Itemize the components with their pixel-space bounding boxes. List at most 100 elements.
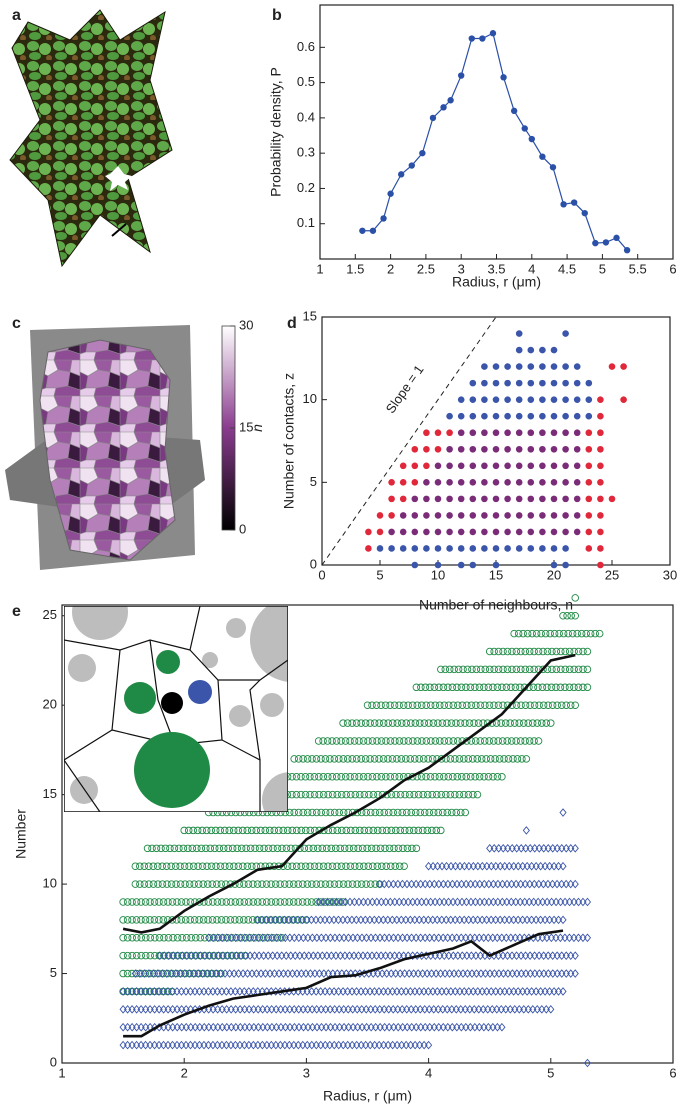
data-point [544,898,550,905]
data-point [165,1042,171,1049]
data-point [408,1006,414,1013]
data-point [387,898,393,905]
data-point [613,235,619,241]
data-point [572,970,578,977]
data-point [551,863,557,870]
data-point [494,934,500,941]
data-point [390,1042,396,1049]
data-point [556,988,562,995]
data-point [440,1024,446,1031]
data-point [214,988,220,995]
data-point [586,512,593,519]
data-point [458,496,465,503]
data-point [386,934,392,941]
data-point [425,916,431,923]
data-point [170,1006,176,1013]
data-point [494,1006,500,1013]
data-point [404,934,410,941]
data-point [183,1024,189,1031]
data-point [528,413,535,420]
data-point [237,1006,243,1013]
data-point [363,1042,369,1049]
data-point [466,863,472,870]
data-point [331,1042,337,1049]
x-tick-label: 0 [318,567,325,582]
data-point [278,1006,284,1013]
data-point [332,1006,338,1013]
data-point [318,1006,324,1013]
data-point [300,1024,306,1031]
data-point [156,1042,162,1049]
data-point [418,1024,424,1031]
data-point [356,898,362,905]
data-point [447,970,453,977]
data-point [520,863,526,870]
data-point [539,446,546,453]
data-point [503,934,509,941]
data-point [440,104,446,110]
data-point [197,1024,203,1031]
data-point [548,1006,554,1013]
data-point [304,1042,310,1049]
data-point [205,1042,211,1049]
data-point [233,1006,239,1013]
data-point [562,330,569,337]
data-point [376,1042,382,1049]
data-point [460,970,466,977]
data-point [367,988,373,995]
data-point [282,1006,288,1013]
data-point [574,413,581,420]
data-point [458,479,465,486]
data-point [493,429,500,436]
data-point [398,988,404,995]
data-point [255,1042,261,1049]
data-point [170,1024,176,1031]
data-point [350,1024,356,1031]
data-point [493,545,500,552]
data-point [431,1024,437,1031]
data-point [219,1042,225,1049]
data-point [528,363,535,370]
data-point [516,463,523,470]
data-point [574,380,581,387]
data-point [500,845,506,852]
data-point [403,988,409,995]
data-point [503,1006,509,1013]
data-point [215,1006,221,1013]
data-point [535,898,541,905]
data-point [435,496,442,503]
data-point [443,916,449,923]
data-point [318,934,324,941]
data-point [445,934,451,941]
data-point [404,1024,410,1031]
data-point [368,1006,374,1013]
data-point [554,845,560,852]
data-point [504,429,511,436]
data-point [562,898,568,905]
x-tick-label: 25 [605,567,619,582]
data-point [499,898,505,905]
data-point [314,1024,320,1031]
data-point [289,970,295,977]
data-point [453,1006,459,1013]
y-tick-label: 5 [310,474,317,489]
data-point [504,512,511,519]
data-point [412,916,418,923]
data-point [147,1006,153,1013]
data-point [466,988,472,995]
data-point [597,463,604,470]
data-point [426,863,432,870]
data-point [381,1006,387,1013]
data-point [354,934,360,941]
data-point [388,512,395,519]
data-point [427,934,433,941]
data-point [493,363,500,370]
data-point [430,916,436,923]
data-point [300,1006,306,1013]
data-point [556,863,562,870]
data-point [545,970,551,977]
colorbar-tick-label: 30 [239,317,253,332]
data-point [499,934,505,941]
data-point [538,988,544,995]
data-point [458,463,465,470]
